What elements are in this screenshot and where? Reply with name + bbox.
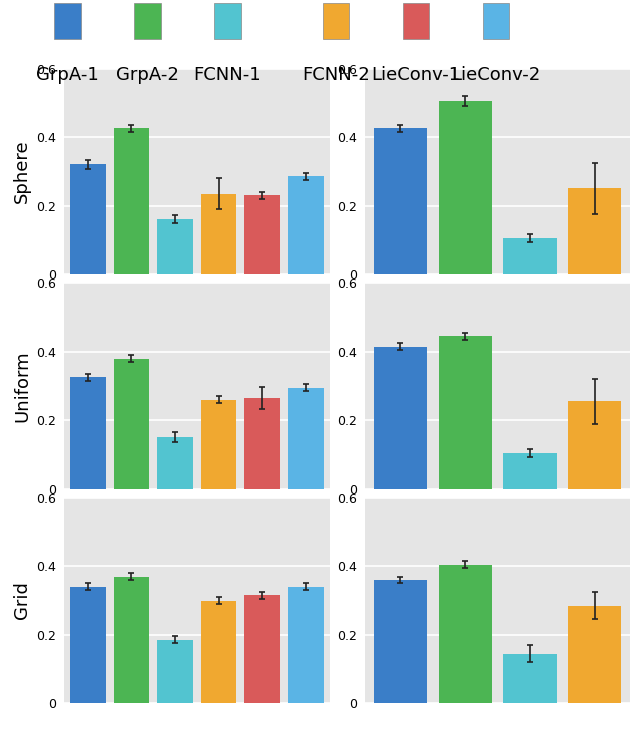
- Bar: [114, 577, 149, 703]
- Text: LieConv-2: LieConv-2: [451, 66, 541, 84]
- Bar: [70, 587, 106, 703]
- Text: GrpA-2: GrpA-2: [116, 66, 179, 84]
- Bar: [244, 398, 280, 489]
- Bar: [504, 453, 557, 489]
- Bar: [157, 437, 193, 489]
- Text: FCNN-2: FCNN-2: [302, 66, 370, 84]
- Text: LieConv-1: LieConv-1: [371, 66, 461, 84]
- Bar: [374, 129, 427, 274]
- Y-axis label: Sphere: Sphere: [13, 139, 31, 203]
- Bar: [504, 654, 557, 703]
- Bar: [438, 337, 492, 489]
- Bar: [201, 400, 236, 489]
- Bar: [438, 101, 492, 274]
- Bar: [70, 377, 106, 489]
- Bar: [244, 596, 280, 703]
- Bar: [288, 388, 323, 489]
- Bar: [157, 640, 193, 703]
- Bar: [504, 238, 557, 274]
- Y-axis label: Uniform: Uniform: [13, 350, 31, 422]
- Bar: [201, 601, 236, 703]
- Bar: [374, 346, 427, 489]
- Bar: [288, 176, 323, 274]
- Bar: [201, 194, 236, 274]
- Bar: [568, 401, 621, 489]
- Bar: [114, 129, 149, 274]
- Text: FCNN-1: FCNN-1: [193, 66, 261, 84]
- Bar: [568, 188, 621, 274]
- Y-axis label: Grid: Grid: [13, 581, 31, 620]
- Bar: [438, 565, 492, 703]
- Bar: [374, 580, 427, 703]
- Bar: [114, 358, 149, 489]
- Text: GrpA-1: GrpA-1: [36, 66, 99, 84]
- Bar: [157, 219, 193, 274]
- Bar: [70, 164, 106, 274]
- Bar: [568, 605, 621, 703]
- Bar: [244, 195, 280, 274]
- Bar: [288, 587, 323, 703]
